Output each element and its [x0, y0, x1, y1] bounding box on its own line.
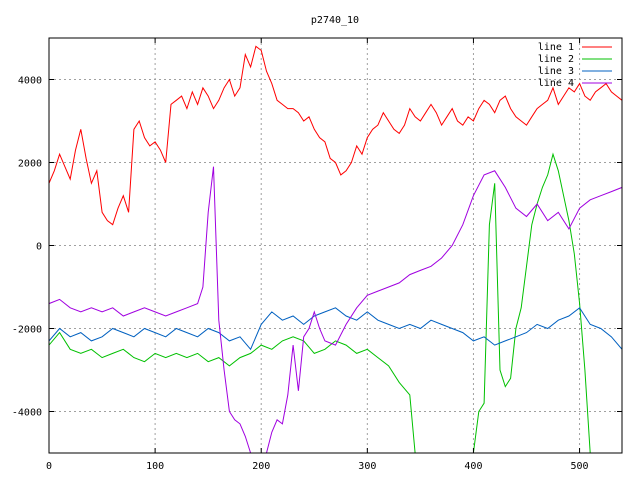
legend-label: line 1 [538, 42, 574, 53]
series-line-2 [49, 152, 622, 453]
y-tick-label: -2000 [12, 325, 42, 336]
x-tick-label: 400 [464, 461, 482, 472]
y-tick-label: 2000 [18, 159, 42, 170]
x-tick-label: 100 [146, 461, 164, 472]
series-line-3 [49, 307, 622, 351]
y-tick-label: -4000 [12, 408, 42, 419]
x-tick-label: 0 [46, 461, 52, 472]
y-tick-label: 0 [36, 242, 42, 253]
y-tick-label: 4000 [18, 76, 42, 87]
x-tick-label: 200 [252, 461, 270, 472]
chart-title: p2740_10 [311, 15, 359, 26]
series-line-1 [49, 45, 622, 226]
series-line-4 [49, 166, 622, 453]
x-tick-label: 300 [358, 461, 376, 472]
x-tick-label: 500 [571, 461, 589, 472]
legend-label: line 4 [538, 78, 574, 89]
legend-label: line 2 [538, 54, 574, 65]
legend-label: line 3 [538, 66, 574, 77]
